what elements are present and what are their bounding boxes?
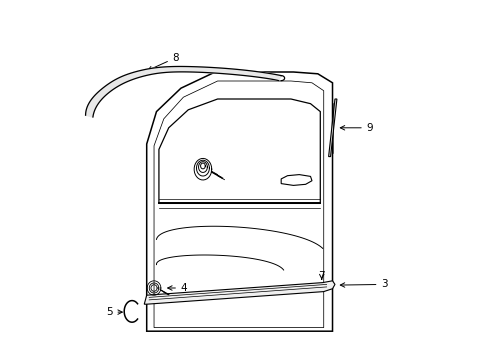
Text: 1: 1	[236, 188, 243, 203]
Polygon shape	[85, 67, 281, 117]
Text: 4: 4	[167, 283, 187, 293]
Text: 8: 8	[147, 53, 179, 71]
Text: 6: 6	[245, 288, 252, 298]
Polygon shape	[144, 281, 334, 304]
Polygon shape	[146, 72, 332, 331]
Polygon shape	[281, 175, 311, 185]
Text: 3: 3	[340, 279, 387, 289]
Text: 9: 9	[340, 123, 373, 133]
Text: 7: 7	[318, 271, 325, 282]
Text: 2: 2	[212, 180, 223, 198]
Polygon shape	[328, 99, 336, 157]
Text: 5: 5	[105, 307, 122, 317]
Polygon shape	[159, 99, 320, 203]
